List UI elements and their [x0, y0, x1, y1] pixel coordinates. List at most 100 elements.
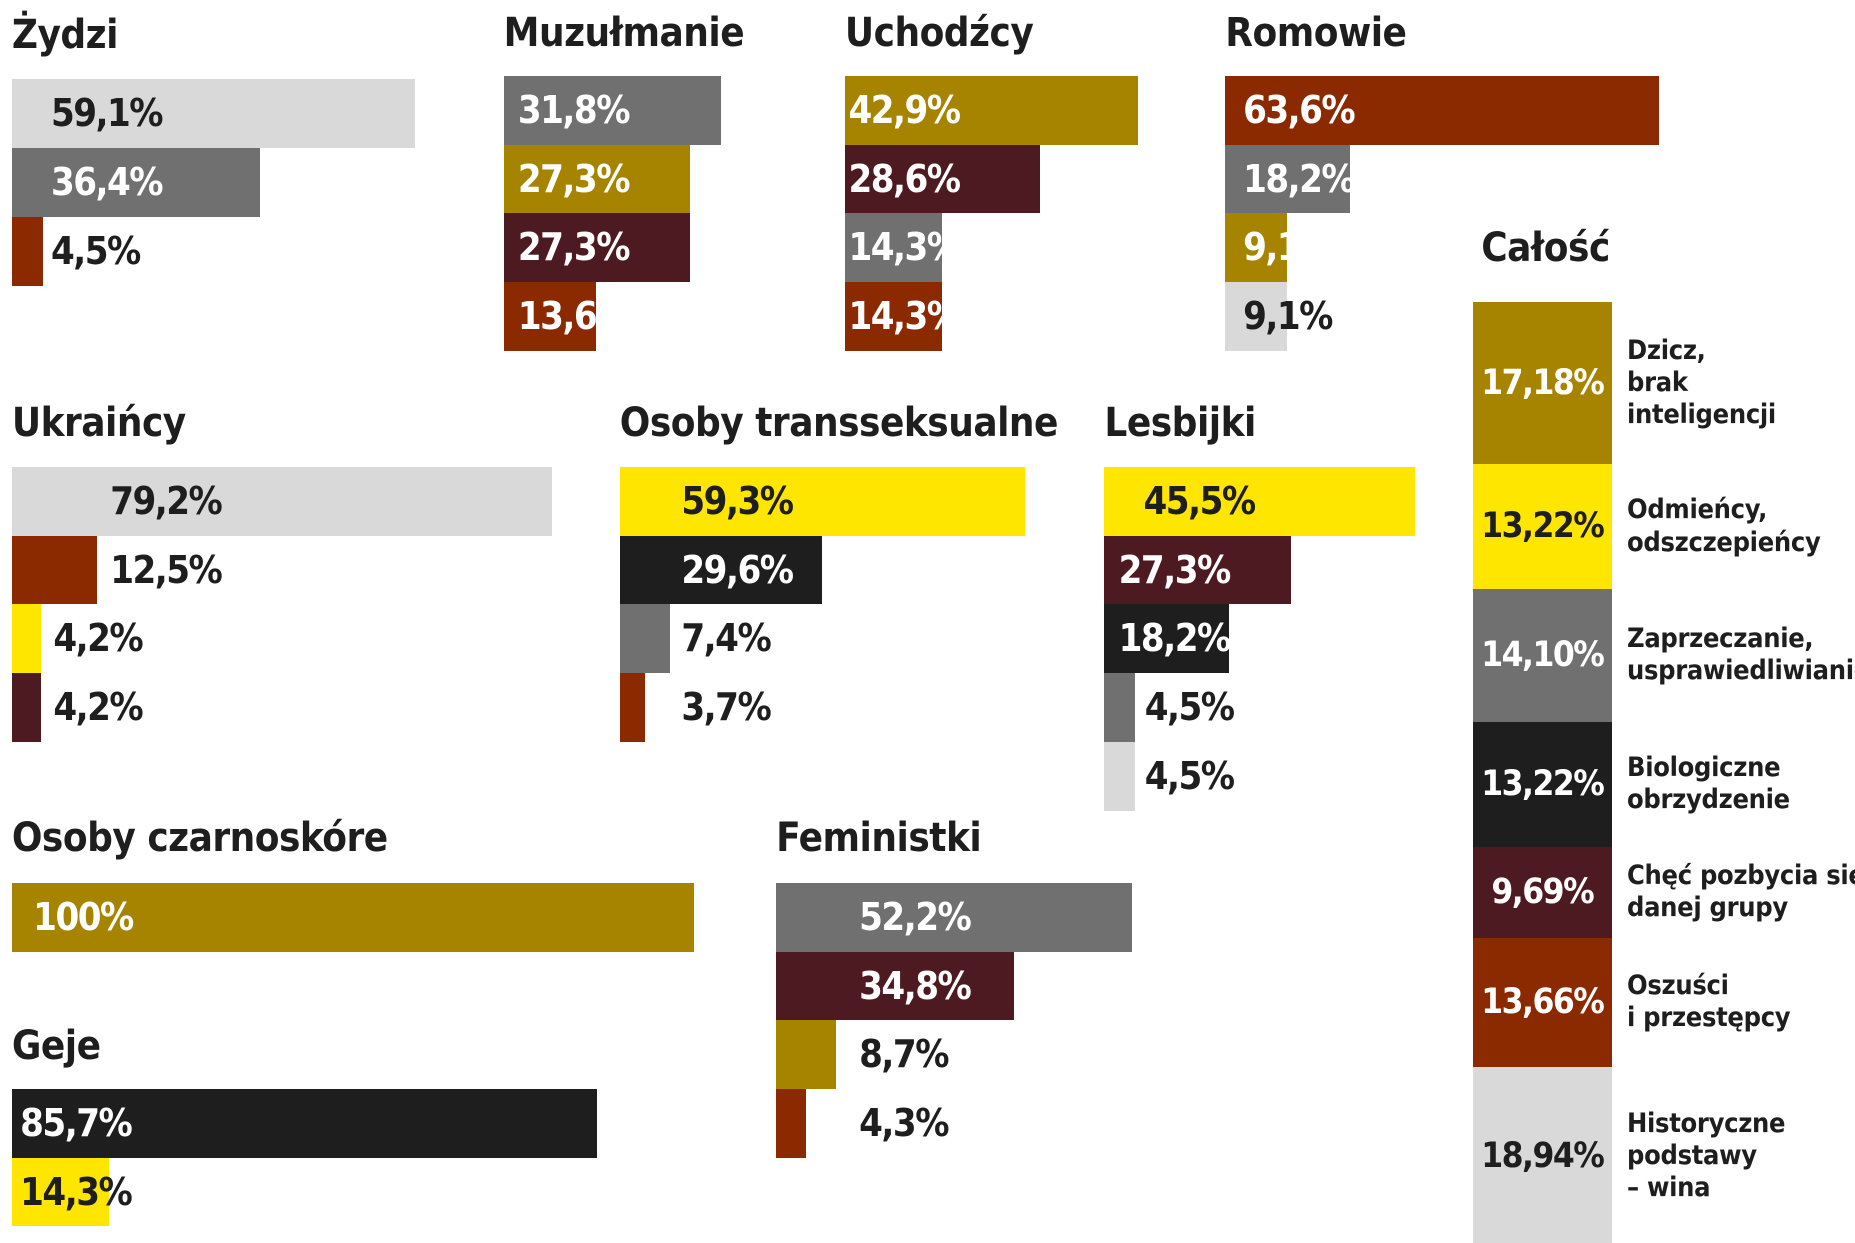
- value-label: 8,7%: [859, 1032, 949, 1077]
- stack-segment: [1472, 721, 1612, 847]
- group-title: Romowie: [1225, 9, 1407, 56]
- value-label: 4,5%: [50, 228, 141, 273]
- stack-segment: [1472, 846, 1612, 938]
- group-title: Geje: [11, 1022, 101, 1069]
- bar: [1225, 213, 1288, 283]
- bar: [11, 216, 43, 286]
- bar: [844, 75, 1138, 145]
- stack-segment: [1472, 464, 1612, 589]
- value-label: 42,9%: [848, 87, 961, 132]
- group-title: Ukraińcy: [11, 399, 186, 446]
- bar: [503, 213, 690, 283]
- group-title: Osoby czarnoskóre: [11, 815, 388, 862]
- value-label: 14,3%: [848, 294, 961, 339]
- group-title: Żydzi: [11, 12, 119, 59]
- group-title: Muzułmanie: [503, 9, 745, 56]
- bar: [11, 882, 695, 952]
- group-title: Lesbijki: [1104, 399, 1256, 446]
- value-label: 7,4%: [681, 616, 771, 661]
- bar: [11, 466, 553, 536]
- value-label: 9,69%: [1491, 871, 1594, 912]
- value-label: 36,4%: [50, 160, 164, 205]
- value-label: 45,5%: [1143, 478, 1257, 523]
- value-label: 31,8%: [517, 87, 631, 132]
- bar: [1225, 75, 1660, 145]
- value-label: 63,6%: [1243, 87, 1356, 132]
- value-label: 59,1%: [50, 91, 164, 136]
- value-label: 27,3%: [517, 225, 631, 270]
- value-label: 29,6%: [681, 547, 794, 592]
- value-label: 18,2%: [1243, 156, 1356, 201]
- value-label: 17,18%: [1481, 363, 1605, 404]
- bar: [619, 604, 671, 674]
- category-label: Oszuści i przestępcy: [1627, 969, 1791, 1034]
- value-label: 34,8%: [859, 963, 972, 1008]
- value-label: 18,2%: [1118, 616, 1232, 661]
- bar: [11, 535, 98, 605]
- value-label: 13,22%: [1481, 506, 1605, 547]
- category-label: Zaprzeczanie, usprawiedliwianie: [1627, 622, 1855, 687]
- value-label: 18,94%: [1481, 1135, 1605, 1176]
- category-label: Odmieńcy, odszczepieńcy: [1627, 494, 1821, 558]
- value-label: 4,3%: [859, 1101, 949, 1145]
- value-label: 4,2%: [53, 685, 143, 730]
- category-label: Dzicz, brak inteligencji: [1627, 334, 1776, 431]
- value-label: 85,7%: [20, 1101, 133, 1145]
- bar: [776, 1089, 806, 1158]
- bar: [11, 148, 261, 217]
- bar: [776, 951, 1014, 1021]
- bar: [503, 144, 690, 214]
- bar: [844, 213, 943, 283]
- value-label: 13,66%: [1481, 981, 1605, 1022]
- value-label: 27,3%: [517, 156, 631, 201]
- group-title: Feministki: [776, 815, 982, 862]
- category-label: Biologiczne obrzydzenie: [1627, 751, 1790, 816]
- value-label: 100%: [33, 894, 134, 939]
- bar: [619, 673, 645, 742]
- category-label: Historyczne podstawy – wina: [1627, 1107, 1786, 1204]
- bar: [776, 1020, 836, 1089]
- value-label: 4,5%: [1144, 685, 1235, 730]
- bar: [1104, 741, 1136, 811]
- bar: [11, 673, 41, 742]
- value-label: 9,1%: [1243, 225, 1333, 270]
- bar: [1104, 604, 1229, 674]
- value-label: 4,2%: [53, 616, 143, 661]
- group-title: Uchodźcy: [844, 9, 1034, 56]
- bar: [844, 282, 943, 351]
- stack-segment: [1472, 302, 1612, 465]
- bar: [11, 604, 41, 674]
- group-title: Osoby transseksualne: [619, 399, 1059, 446]
- value-label: 14,10%: [1481, 634, 1605, 675]
- value-label: 28,6%: [848, 156, 961, 201]
- bar: [844, 144, 1041, 214]
- value-label: 14,3%: [848, 225, 961, 270]
- bar: [1225, 144, 1350, 214]
- bar: [11, 79, 416, 149]
- bar: [11, 1089, 597, 1158]
- stack-segment: [1472, 1066, 1612, 1243]
- bar: [503, 75, 721, 145]
- bar: [11, 1157, 110, 1227]
- category-label: Chęć pozbycia się danej grupy: [1627, 859, 1855, 924]
- value-label: 79,2%: [110, 478, 223, 523]
- stack-segment: [1472, 588, 1612, 722]
- value-label: 52,2%: [859, 894, 972, 939]
- value-label: 59,3%: [681, 478, 794, 523]
- stack-segment: [1472, 937, 1612, 1067]
- bar: [1104, 673, 1136, 742]
- value-label: 13,22%: [1481, 763, 1605, 804]
- bar: [619, 535, 822, 605]
- value-label: 14,3%: [20, 1169, 133, 1214]
- group-title: Całość: [1481, 225, 1610, 272]
- value-label: 9,1%: [1243, 294, 1333, 339]
- bar: [1225, 282, 1288, 351]
- value-label: 3,7%: [681, 685, 771, 730]
- value-label: 13,6%: [517, 294, 631, 339]
- bar: [503, 282, 597, 351]
- bar: [619, 466, 1025, 536]
- bar: [1104, 466, 1415, 536]
- value-label: 4,5%: [1144, 753, 1235, 798]
- bar: [1104, 535, 1291, 605]
